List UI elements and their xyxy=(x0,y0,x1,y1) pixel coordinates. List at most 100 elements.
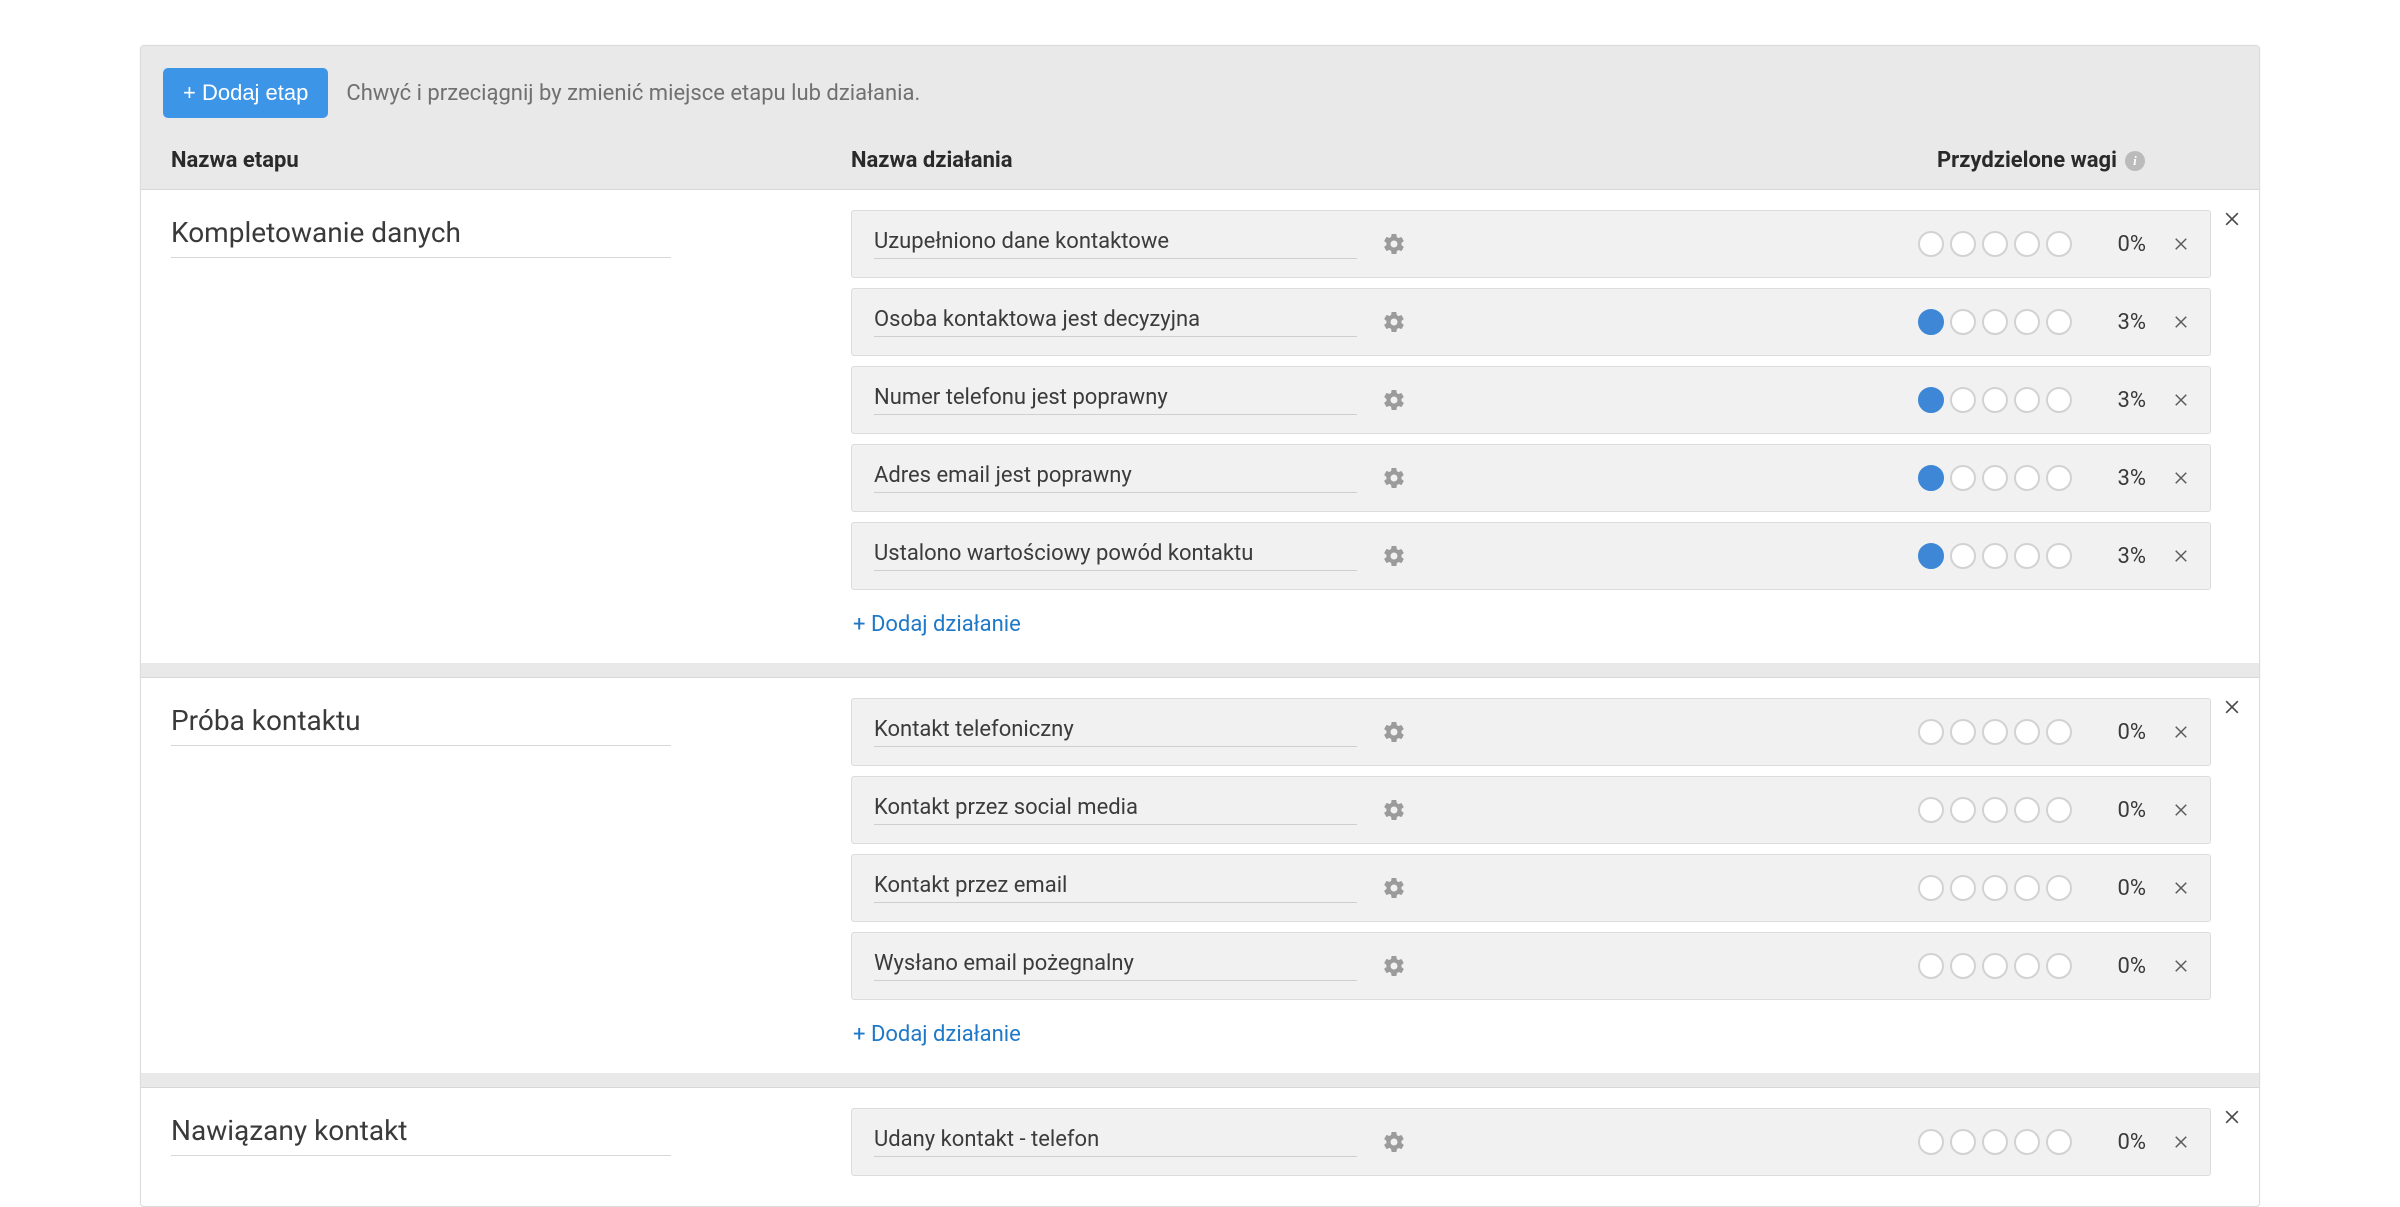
stage-delete-button[interactable] xyxy=(2219,694,2245,720)
weight-dot[interactable] xyxy=(1918,953,1944,979)
weight-dot[interactable] xyxy=(2014,387,2040,413)
weight-dot[interactable] xyxy=(1950,719,1976,745)
weight-dot[interactable] xyxy=(1982,797,2008,823)
gear-icon[interactable] xyxy=(1381,543,1407,569)
action-delete-button[interactable] xyxy=(2170,467,2192,489)
weight-dot[interactable] xyxy=(2014,797,2040,823)
weight-dot[interactable] xyxy=(1918,1129,1944,1155)
weight-dot[interactable] xyxy=(2014,543,2040,569)
stage-name-input[interactable]: Próba kontaktu xyxy=(171,704,671,746)
weight-pct: 3% xyxy=(2086,466,2146,491)
action-name-input[interactable]: Adres email jest poprawny xyxy=(874,463,1357,493)
weight-dot[interactable] xyxy=(1918,543,1944,569)
weight-dot[interactable] xyxy=(2014,875,2040,901)
action-name-input[interactable]: Wysłano email pożegnalny xyxy=(874,951,1357,981)
weight-pct: 0% xyxy=(2086,954,2146,979)
weight-dot[interactable] xyxy=(1982,231,2008,257)
weight-dot[interactable] xyxy=(1918,465,1944,491)
weight-dot[interactable] xyxy=(1950,953,1976,979)
weight-dot[interactable] xyxy=(2014,465,2040,491)
gear-icon[interactable] xyxy=(1381,387,1407,413)
action-delete-button[interactable] xyxy=(2170,877,2192,899)
gear-icon[interactable] xyxy=(1381,1129,1407,1155)
add-action-link[interactable]: + Dodaj działanie xyxy=(851,1010,1021,1053)
action-delete-button[interactable] xyxy=(2170,389,2192,411)
weight-dot[interactable] xyxy=(1950,1129,1976,1155)
info-icon[interactable]: i xyxy=(2125,151,2145,171)
action-delete-button[interactable] xyxy=(2170,799,2192,821)
weight-dots xyxy=(1918,797,2072,823)
weight-dot[interactable] xyxy=(2046,1129,2072,1155)
stage-name-input[interactable]: Kompletowanie danych xyxy=(171,216,671,258)
weight-dot[interactable] xyxy=(1982,875,2008,901)
weight-dot[interactable] xyxy=(2046,797,2072,823)
action-name-input[interactable]: Kontakt przez social media xyxy=(874,795,1357,825)
weight-dot[interactable] xyxy=(1982,719,2008,745)
gear-icon[interactable] xyxy=(1381,953,1407,979)
weight-dot[interactable] xyxy=(1918,387,1944,413)
weight-dot[interactable] xyxy=(1982,543,2008,569)
action-name-input[interactable]: Numer telefonu jest poprawny xyxy=(874,385,1357,415)
weight-dot[interactable] xyxy=(1982,465,2008,491)
weight-dot[interactable] xyxy=(1950,231,1976,257)
weight-pct: 0% xyxy=(2086,720,2146,745)
weight-dots xyxy=(1918,387,2072,413)
weight-dot[interactable] xyxy=(1950,465,1976,491)
weight-dot[interactable] xyxy=(2014,1129,2040,1155)
weight-dot[interactable] xyxy=(1918,231,1944,257)
weight-dot[interactable] xyxy=(2014,953,2040,979)
stage-name-input[interactable]: Nawiązany kontakt xyxy=(171,1114,671,1156)
weight-dot[interactable] xyxy=(1918,797,1944,823)
weight-dot[interactable] xyxy=(2046,309,2072,335)
weight-dot[interactable] xyxy=(1918,719,1944,745)
gear-icon[interactable] xyxy=(1381,231,1407,257)
weight-dot[interactable] xyxy=(2046,543,2072,569)
action-name-input[interactable]: Kontakt przez email xyxy=(874,873,1357,903)
weight-dot[interactable] xyxy=(1950,309,1976,335)
gear-icon[interactable] xyxy=(1381,797,1407,823)
weight-dot[interactable] xyxy=(2046,465,2072,491)
action-name-input[interactable]: Ustalono wartościowy powód kontaktu xyxy=(874,541,1357,571)
gear-icon[interactable] xyxy=(1381,465,1407,491)
action-delete-button[interactable] xyxy=(2170,311,2192,333)
weight-dot[interactable] xyxy=(1982,953,2008,979)
stage-delete-button[interactable] xyxy=(2219,206,2245,232)
weight-dot[interactable] xyxy=(1950,875,1976,901)
weight-dot[interactable] xyxy=(1982,387,2008,413)
action-name-input[interactable]: Kontakt telefoniczny xyxy=(874,717,1357,747)
weight-dot[interactable] xyxy=(1950,797,1976,823)
weight-dots xyxy=(1918,719,2072,745)
weight-dot[interactable] xyxy=(1982,309,2008,335)
gear-icon[interactable] xyxy=(1381,309,1407,335)
action-delete-button[interactable] xyxy=(2170,1131,2192,1153)
weight-dot[interactable] xyxy=(1950,387,1976,413)
action-row: Udany kontakt - telefon0% xyxy=(851,1108,2211,1176)
action-name-input[interactable]: Osoba kontaktowa jest decyzyjna xyxy=(874,307,1357,337)
weight-dot[interactable] xyxy=(2014,719,2040,745)
col-stage-name: Nazwa etapu xyxy=(171,148,851,173)
add-action-link[interactable]: + Dodaj działanie xyxy=(851,600,1021,643)
gear-icon[interactable] xyxy=(1381,875,1407,901)
weight-dot[interactable] xyxy=(1918,309,1944,335)
weight-dot[interactable] xyxy=(1918,875,1944,901)
action-delete-button[interactable] xyxy=(2170,721,2192,743)
weight-dot[interactable] xyxy=(2046,719,2072,745)
weight-dot[interactable] xyxy=(2014,309,2040,335)
gear-icon[interactable] xyxy=(1381,719,1407,745)
add-stage-button[interactable]: + Dodaj etap xyxy=(163,68,328,118)
col-action-name: Nazwa działania xyxy=(851,148,1937,173)
weight-dot[interactable] xyxy=(2046,231,2072,257)
weight-dot[interactable] xyxy=(2014,231,2040,257)
stage-card: Próba kontaktu Kontakt telefoniczny 0% Kont… xyxy=(141,677,2259,1073)
weight-dot[interactable] xyxy=(1982,1129,2008,1155)
action-name-input[interactable]: Uzupełniono dane kontaktowe xyxy=(874,229,1357,259)
action-delete-button[interactable] xyxy=(2170,233,2192,255)
action-delete-button[interactable] xyxy=(2170,545,2192,567)
weight-dot[interactable] xyxy=(2046,875,2072,901)
action-name-input[interactable]: Udany kontakt - telefon xyxy=(874,1127,1357,1157)
weight-dot[interactable] xyxy=(1950,543,1976,569)
weight-dot[interactable] xyxy=(2046,387,2072,413)
weight-dot[interactable] xyxy=(2046,953,2072,979)
stage-delete-button[interactable] xyxy=(2219,1104,2245,1130)
action-delete-button[interactable] xyxy=(2170,955,2192,977)
